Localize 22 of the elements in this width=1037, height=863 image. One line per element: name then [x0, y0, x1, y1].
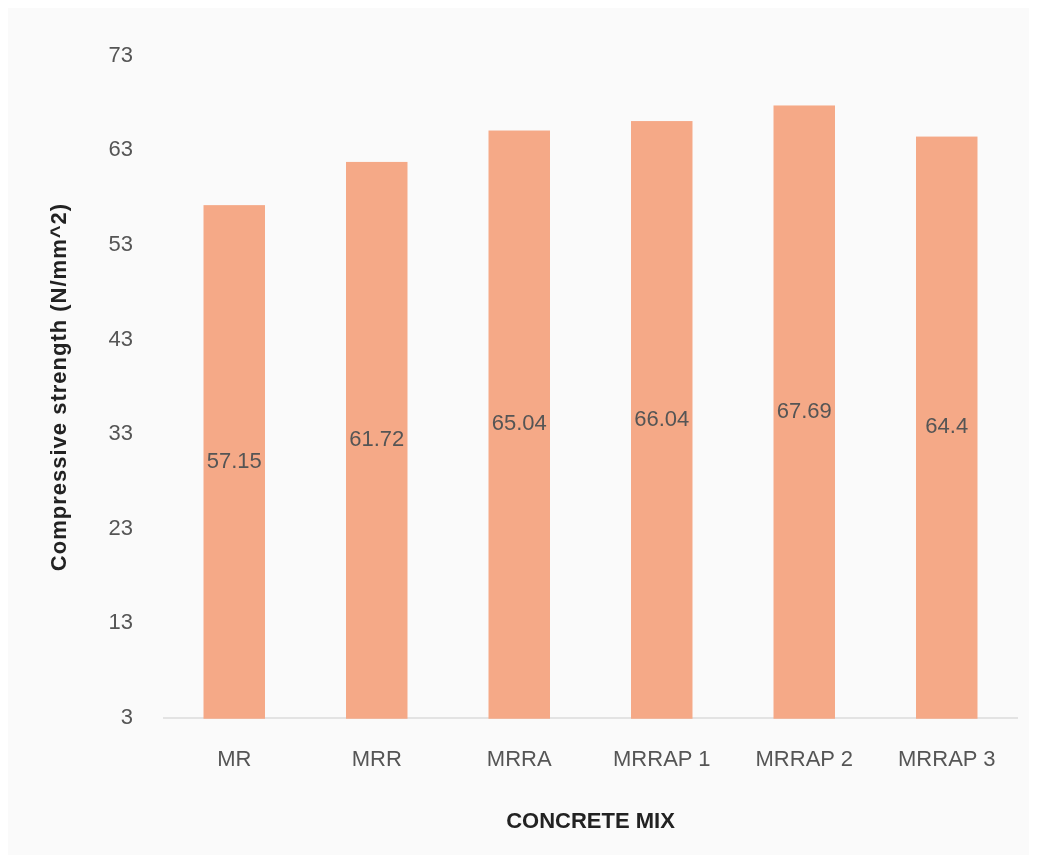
- y-tick-label: 63: [108, 136, 133, 162]
- data-label: 57.15: [206, 447, 262, 473]
- data-label: 67.69: [776, 397, 832, 423]
- y-tick-label: 23: [108, 514, 133, 540]
- y-tick-label: 73: [108, 41, 133, 67]
- x-axis-title: CONCRETE MIX: [506, 808, 676, 833]
- y-tick-label: 53: [108, 230, 133, 256]
- x-tick-label: MR: [217, 746, 252, 771]
- data-label: 66.04: [634, 405, 690, 431]
- data-label: 64.4: [925, 413, 969, 439]
- y-tick-label: 43: [108, 325, 133, 351]
- x-tick-label: MRR: [351, 746, 402, 771]
- x-tick-label: MRRA: [486, 746, 552, 771]
- x-tick-label: MRRAP 3: [898, 746, 996, 771]
- x-tick-label: MRRAP 2: [755, 746, 853, 771]
- y-tick-label: 13: [108, 609, 133, 635]
- y-tick-label: 33: [108, 420, 133, 446]
- x-tick-label: MRRAP 1: [613, 746, 711, 771]
- y-axis-title: Compressive strength (N/mm^2): [46, 202, 71, 572]
- data-label: 61.72: [349, 426, 405, 452]
- data-label: 65.04: [491, 410, 547, 436]
- y-tick-label: 3: [120, 703, 133, 729]
